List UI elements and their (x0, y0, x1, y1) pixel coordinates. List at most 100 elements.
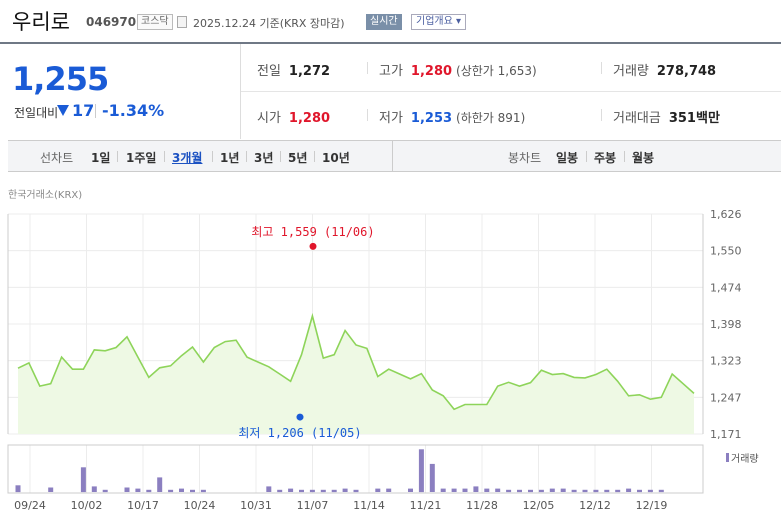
volume-bar (200, 489, 206, 493)
x-tick-label: 11/21 (410, 499, 442, 512)
volume-bar (124, 487, 130, 492)
stat-value: 1,253 (410, 111, 453, 126)
upper-limit: (상한가 1,653) (456, 64, 537, 78)
tab-3m[interactable]: 3개월 (172, 151, 203, 165)
volume-bar (658, 489, 664, 493)
stat-volume: 거래량 278,748 (601, 60, 716, 79)
stat-unit: 백만 (695, 111, 720, 126)
volume-bar (168, 489, 174, 493)
divider (367, 109, 368, 121)
stock-name: 우리로 (12, 10, 70, 34)
stats-panel: 전일 1,272 고가 1,280 (상한가 1,653) 거래량 278,748 시가… (240, 44, 781, 139)
volume-bar (517, 489, 522, 493)
divider (241, 91, 781, 92)
stat-label: 시가 (257, 111, 281, 126)
tab-5y[interactable]: 5년 (288, 151, 308, 165)
tab-3y[interactable]: 3년 (254, 151, 274, 165)
volume-bar (408, 488, 413, 492)
volume-bar (538, 489, 544, 493)
stat-trade-value: 거래대금 351백만 (601, 107, 720, 126)
stat-value: 1,280 (410, 64, 453, 79)
stat-high: 고가 1,280 (상한가 1,653) (367, 60, 537, 79)
high-annotation: 최고 1,559 (11/06) (251, 225, 374, 239)
volume-bar (331, 489, 337, 493)
divider (280, 151, 281, 162)
volume-bar (506, 489, 512, 493)
volume-bar (80, 467, 86, 493)
volume-bar (593, 489, 599, 493)
volume-bar (320, 489, 326, 493)
volume-bar (288, 488, 294, 492)
company-overview-button[interactable]: 기업개요 ▾ (411, 14, 466, 30)
volume-bar (15, 485, 21, 493)
tab-weekly[interactable]: 주봉 (594, 151, 617, 165)
volume-bar (102, 489, 108, 493)
stat-value: 1,272 (288, 64, 331, 79)
stat-open: 시가 1,280 (257, 107, 330, 126)
price-panel: 1,255 전일대비 17 -1.34% (0, 44, 240, 139)
divider (314, 151, 315, 162)
volume-bar (386, 488, 392, 492)
divider (392, 141, 393, 171)
price-area (18, 316, 694, 434)
volume-bar (266, 486, 272, 492)
stat-low: 저가 1,253 (하한가 891) (367, 107, 526, 126)
high-marker (309, 242, 317, 250)
volume-bar (582, 489, 588, 493)
stat-label: 거래대금 (613, 111, 661, 126)
y-tick-label: 1,323 (710, 355, 742, 368)
volume-bar (157, 477, 163, 492)
volume-bar (571, 489, 577, 493)
divider (212, 151, 213, 162)
quote-date: 2025.12.24 기준(KRX 장마감) (193, 17, 345, 30)
compare-label: 전일대비 (14, 106, 59, 120)
stat-label: 전일 (257, 64, 281, 79)
divider (601, 109, 602, 121)
volume-bar (604, 489, 610, 493)
volume-bar (451, 488, 457, 492)
volume-panel (7, 444, 704, 494)
divider (117, 151, 118, 162)
price-change-percent: -1.34% (102, 101, 165, 120)
volume-bar (277, 489, 283, 493)
x-tick-label: 10/17 (127, 499, 159, 512)
stat-prev-close: 전일 1,272 (257, 60, 330, 79)
price-line (17, 312, 695, 411)
volume-bar (560, 488, 566, 492)
volume-bar (418, 449, 424, 493)
lower-limit: (하한가 891) (456, 111, 526, 125)
exchange-label: 한국거래소(KRX) (8, 190, 83, 201)
volume-bar (190, 489, 195, 493)
x-tick-label: 12/12 (579, 499, 611, 512)
divider (95, 104, 96, 118)
volume-bar (484, 488, 490, 492)
volume-bar (375, 488, 381, 492)
y-tick-label: 1,398 (710, 318, 742, 331)
x-tick-label: 10/24 (184, 499, 216, 512)
volume-bar (615, 489, 621, 493)
tab-monthly[interactable]: 월봉 (632, 151, 655, 165)
stat-label: 거래량 (613, 64, 649, 79)
volume-bar (440, 488, 446, 492)
volume-bar (549, 488, 555, 492)
x-tick-label: 12/19 (636, 499, 668, 512)
chart-period-tabs: 선차트 1일 1주일 3개월 1년 3년 5년 10년 봉차트 일봉 주봉 월봉 (8, 140, 781, 172)
realtime-button[interactable]: 실시간 (366, 14, 402, 30)
volume-bar (48, 487, 54, 492)
y-tick-label: 1,550 (710, 245, 742, 258)
market-badge: 코스닥 (137, 14, 173, 30)
tab-1d[interactable]: 1일 (91, 151, 111, 165)
low-marker (296, 413, 304, 421)
tab-1y[interactable]: 1년 (220, 151, 240, 165)
volume-bar (626, 488, 632, 492)
calendar-icon (177, 16, 187, 28)
divider (586, 151, 587, 162)
volume-bar (528, 489, 533, 493)
volume-bar (647, 489, 653, 493)
tab-1w[interactable]: 1주일 (126, 151, 157, 165)
volume-bar (179, 488, 184, 492)
tab-daily[interactable]: 일봉 (556, 151, 579, 165)
x-tick-label: 09/24 (14, 499, 46, 512)
tab-10y[interactable]: 10년 (322, 151, 350, 165)
